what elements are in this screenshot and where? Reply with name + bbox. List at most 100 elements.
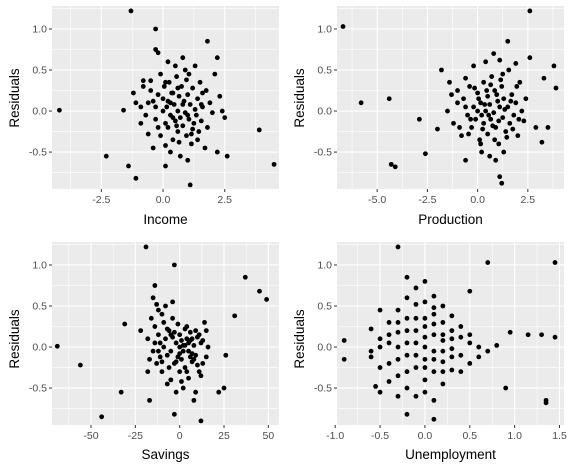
data-point bbox=[422, 377, 428, 383]
data-point bbox=[485, 131, 491, 137]
y-tick-label: 0.5 bbox=[317, 301, 332, 313]
data-point bbox=[497, 57, 503, 63]
data-point bbox=[431, 348, 437, 354]
data-point bbox=[491, 110, 497, 116]
x-tick-label: 0.0 bbox=[156, 194, 171, 206]
data-point bbox=[168, 377, 174, 383]
data-point bbox=[471, 104, 477, 110]
data-point bbox=[483, 59, 489, 65]
data-point bbox=[386, 340, 392, 346]
data-point bbox=[492, 137, 498, 143]
data-point bbox=[478, 141, 484, 147]
data-point bbox=[196, 332, 202, 338]
data-point bbox=[160, 96, 166, 102]
data-point bbox=[496, 141, 502, 147]
data-point bbox=[205, 38, 210, 44]
data-point bbox=[198, 102, 204, 107]
data-point bbox=[507, 120, 513, 126]
data-point bbox=[471, 63, 477, 69]
data-point bbox=[202, 145, 208, 151]
data-point bbox=[552, 260, 558, 265]
data-point bbox=[164, 326, 170, 332]
data-point bbox=[373, 384, 378, 389]
data-point bbox=[449, 346, 455, 352]
data-point bbox=[499, 180, 505, 186]
data-point bbox=[179, 338, 184, 343]
data-point bbox=[145, 100, 151, 106]
data-point bbox=[190, 85, 196, 91]
data-point bbox=[126, 163, 131, 169]
panel-background bbox=[337, 6, 564, 189]
data-point bbox=[164, 104, 170, 110]
data-point bbox=[173, 389, 179, 395]
data-point bbox=[467, 288, 473, 294]
data-point bbox=[185, 92, 191, 98]
data-point bbox=[165, 59, 171, 65]
x-tick-label: -2.5 bbox=[418, 194, 436, 206]
data-point bbox=[476, 344, 482, 350]
data-point bbox=[422, 278, 428, 284]
x-tick-label: -1.0 bbox=[326, 430, 344, 442]
data-point bbox=[189, 131, 194, 137]
data-point bbox=[148, 315, 154, 321]
data-point bbox=[404, 315, 410, 321]
data-point bbox=[377, 344, 383, 350]
data-point bbox=[222, 115, 228, 121]
data-point bbox=[492, 88, 498, 93]
data-point bbox=[491, 51, 497, 56]
data-point bbox=[505, 38, 511, 44]
x-tick-label: -25 bbox=[128, 430, 143, 442]
data-point bbox=[148, 78, 154, 84]
data-point bbox=[404, 411, 410, 417]
data-point bbox=[177, 369, 183, 375]
data-point bbox=[172, 118, 178, 124]
x-tick-label: 0.0 bbox=[418, 430, 433, 442]
data-point bbox=[209, 110, 215, 116]
data-point bbox=[164, 381, 170, 387]
data-point bbox=[168, 149, 173, 155]
data-point bbox=[459, 133, 464, 139]
data-point bbox=[166, 365, 172, 370]
data-point bbox=[440, 381, 446, 387]
data-point bbox=[413, 285, 419, 291]
data-point bbox=[145, 131, 151, 137]
data-point bbox=[404, 385, 410, 391]
y-tick-label: -0.5 bbox=[314, 383, 332, 395]
data-point bbox=[257, 288, 262, 294]
data-point bbox=[431, 321, 437, 327]
data-point bbox=[170, 115, 176, 121]
data-point bbox=[171, 411, 177, 417]
data-point bbox=[203, 328, 209, 334]
data-point bbox=[475, 90, 481, 96]
data-point bbox=[395, 356, 401, 362]
y-tick-label: -0.5 bbox=[29, 383, 47, 395]
data-point bbox=[494, 92, 500, 98]
data-point bbox=[527, 8, 533, 14]
data-point bbox=[476, 96, 482, 102]
data-point bbox=[404, 328, 410, 334]
data-point bbox=[431, 369, 437, 375]
data-point bbox=[466, 131, 471, 137]
data-point bbox=[180, 348, 186, 354]
data-point bbox=[479, 112, 485, 118]
data-point bbox=[455, 100, 460, 106]
data-point bbox=[422, 389, 428, 395]
data-point bbox=[133, 175, 139, 181]
data-point bbox=[440, 303, 446, 309]
data-point bbox=[155, 50, 161, 56]
data-point bbox=[465, 112, 470, 118]
data-point bbox=[461, 96, 466, 102]
y-tick-label: 0.0 bbox=[32, 342, 47, 354]
data-point bbox=[525, 332, 531, 338]
data-point bbox=[504, 134, 510, 140]
data-point bbox=[172, 63, 178, 69]
data-point bbox=[193, 389, 199, 395]
x-tick-label: 2.5 bbox=[217, 194, 232, 206]
data-point bbox=[497, 174, 503, 180]
data-point bbox=[182, 342, 188, 348]
data-point bbox=[413, 365, 419, 370]
data-point bbox=[156, 348, 161, 354]
data-point bbox=[431, 293, 437, 299]
data-point bbox=[507, 329, 513, 335]
data-point bbox=[476, 354, 482, 360]
